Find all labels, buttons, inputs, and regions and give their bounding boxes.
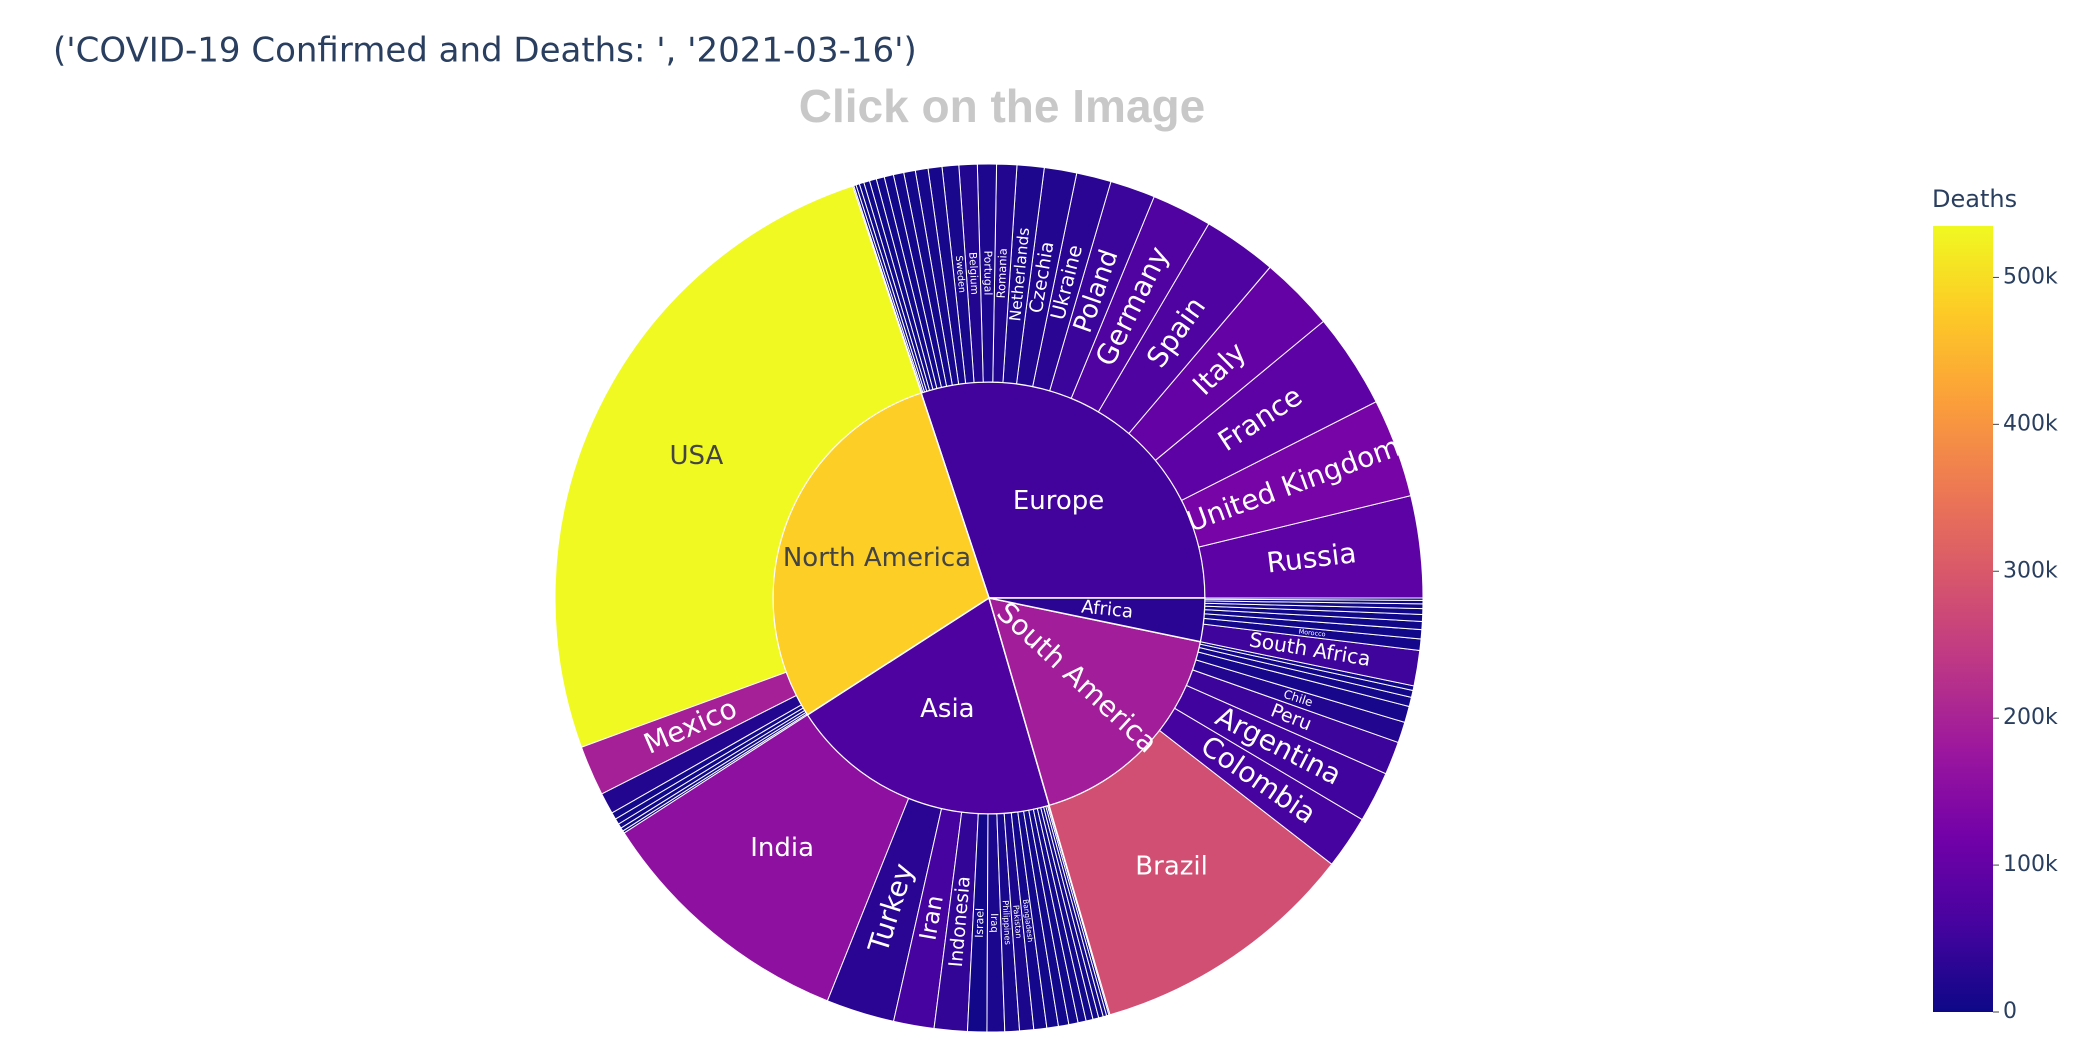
country-label: Brazil bbox=[1135, 851, 1208, 881]
country-label: Romania bbox=[994, 248, 1010, 299]
continent-label: Asia bbox=[920, 694, 975, 724]
country-label: Iraq bbox=[988, 913, 999, 933]
colorbar-tick-label: 100k bbox=[2003, 852, 2058, 877]
country-label: Belgium bbox=[966, 252, 980, 295]
colorbar-title: Deaths bbox=[1932, 185, 2017, 213]
country-sector bbox=[554, 185, 922, 748]
continent-label: Africa bbox=[1080, 597, 1134, 623]
colorbar-tick-label: 500k bbox=[2003, 264, 2058, 289]
colorbar bbox=[1933, 226, 1993, 1012]
continent-label: North America bbox=[783, 543, 971, 573]
country-label: Morocco bbox=[1298, 628, 1326, 639]
country-sector bbox=[1204, 597, 1424, 601]
country-label: Israel bbox=[973, 908, 987, 938]
chart-subtitle[interactable]: Click on the Image bbox=[799, 80, 1205, 132]
country-label: Philippines bbox=[1001, 900, 1013, 945]
country-label: India bbox=[750, 833, 814, 863]
country-label: Portugal bbox=[981, 251, 994, 296]
country-label: Sweden bbox=[953, 255, 967, 293]
country-sector bbox=[623, 714, 910, 1002]
colorbar-tick-label: 0 bbox=[2003, 999, 2017, 1024]
colorbar-tick-label: 400k bbox=[2003, 411, 2058, 436]
country-label: USA bbox=[669, 441, 723, 471]
country-label: Pakistan bbox=[1011, 905, 1023, 939]
colorbar-tick-label: 300k bbox=[2003, 558, 2058, 583]
colorbar-tick-label: 200k bbox=[2003, 705, 2058, 730]
chart-title: ('COVID-19 Confirmed and Deaths: ', '202… bbox=[53, 31, 917, 71]
continent-label: Europe bbox=[1013, 486, 1104, 516]
